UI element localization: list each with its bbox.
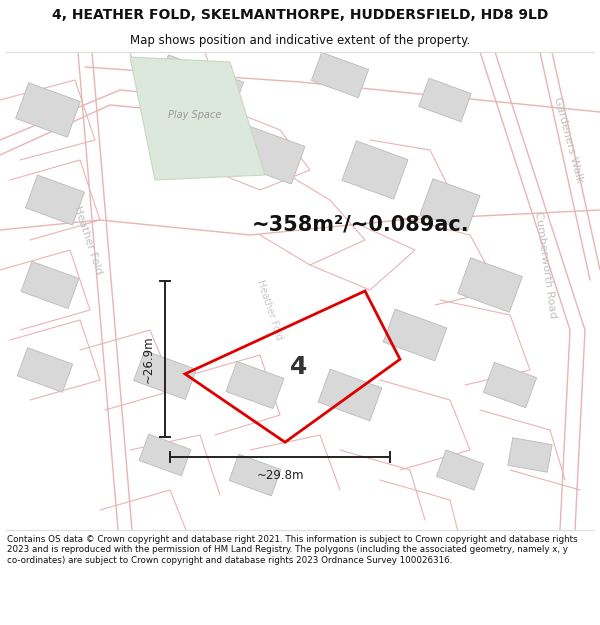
Polygon shape	[17, 348, 73, 392]
Polygon shape	[139, 434, 191, 476]
Polygon shape	[157, 55, 244, 115]
Polygon shape	[318, 369, 382, 421]
Text: Play Space: Play Space	[169, 110, 221, 120]
Polygon shape	[130, 57, 265, 180]
Polygon shape	[134, 351, 196, 399]
Polygon shape	[235, 126, 305, 184]
Text: 4, HEATHER FOLD, SKELMANTHORPE, HUDDERSFIELD, HD8 9LD: 4, HEATHER FOLD, SKELMANTHORPE, HUDDERSF…	[52, 8, 548, 21]
Polygon shape	[342, 141, 408, 199]
Polygon shape	[21, 261, 79, 309]
Polygon shape	[436, 450, 484, 490]
Polygon shape	[420, 179, 480, 231]
Polygon shape	[484, 362, 536, 408]
Polygon shape	[16, 82, 80, 138]
Polygon shape	[311, 52, 368, 98]
Text: Heather Fold: Heather Fold	[72, 204, 104, 276]
Polygon shape	[226, 361, 284, 409]
Polygon shape	[383, 309, 447, 361]
Polygon shape	[508, 438, 552, 472]
Polygon shape	[458, 258, 523, 312]
Text: ~29.8m: ~29.8m	[256, 469, 304, 482]
Text: Contains OS data © Crown copyright and database right 2021. This information is : Contains OS data © Crown copyright and d…	[7, 535, 578, 564]
Text: 4: 4	[290, 354, 307, 379]
Polygon shape	[26, 175, 85, 225]
Text: ~26.9m: ~26.9m	[142, 336, 155, 383]
Text: Cumberworth Road: Cumberworth Road	[533, 211, 557, 319]
Text: Map shows position and indicative extent of the property.: Map shows position and indicative extent…	[130, 34, 470, 47]
Text: Gardeners Walk: Gardeners Walk	[552, 96, 584, 184]
Text: Heather Fold: Heather Fold	[256, 279, 284, 341]
Polygon shape	[419, 78, 471, 122]
Text: ~358m²/~0.089ac.: ~358m²/~0.089ac.	[252, 214, 470, 234]
Polygon shape	[229, 454, 281, 496]
